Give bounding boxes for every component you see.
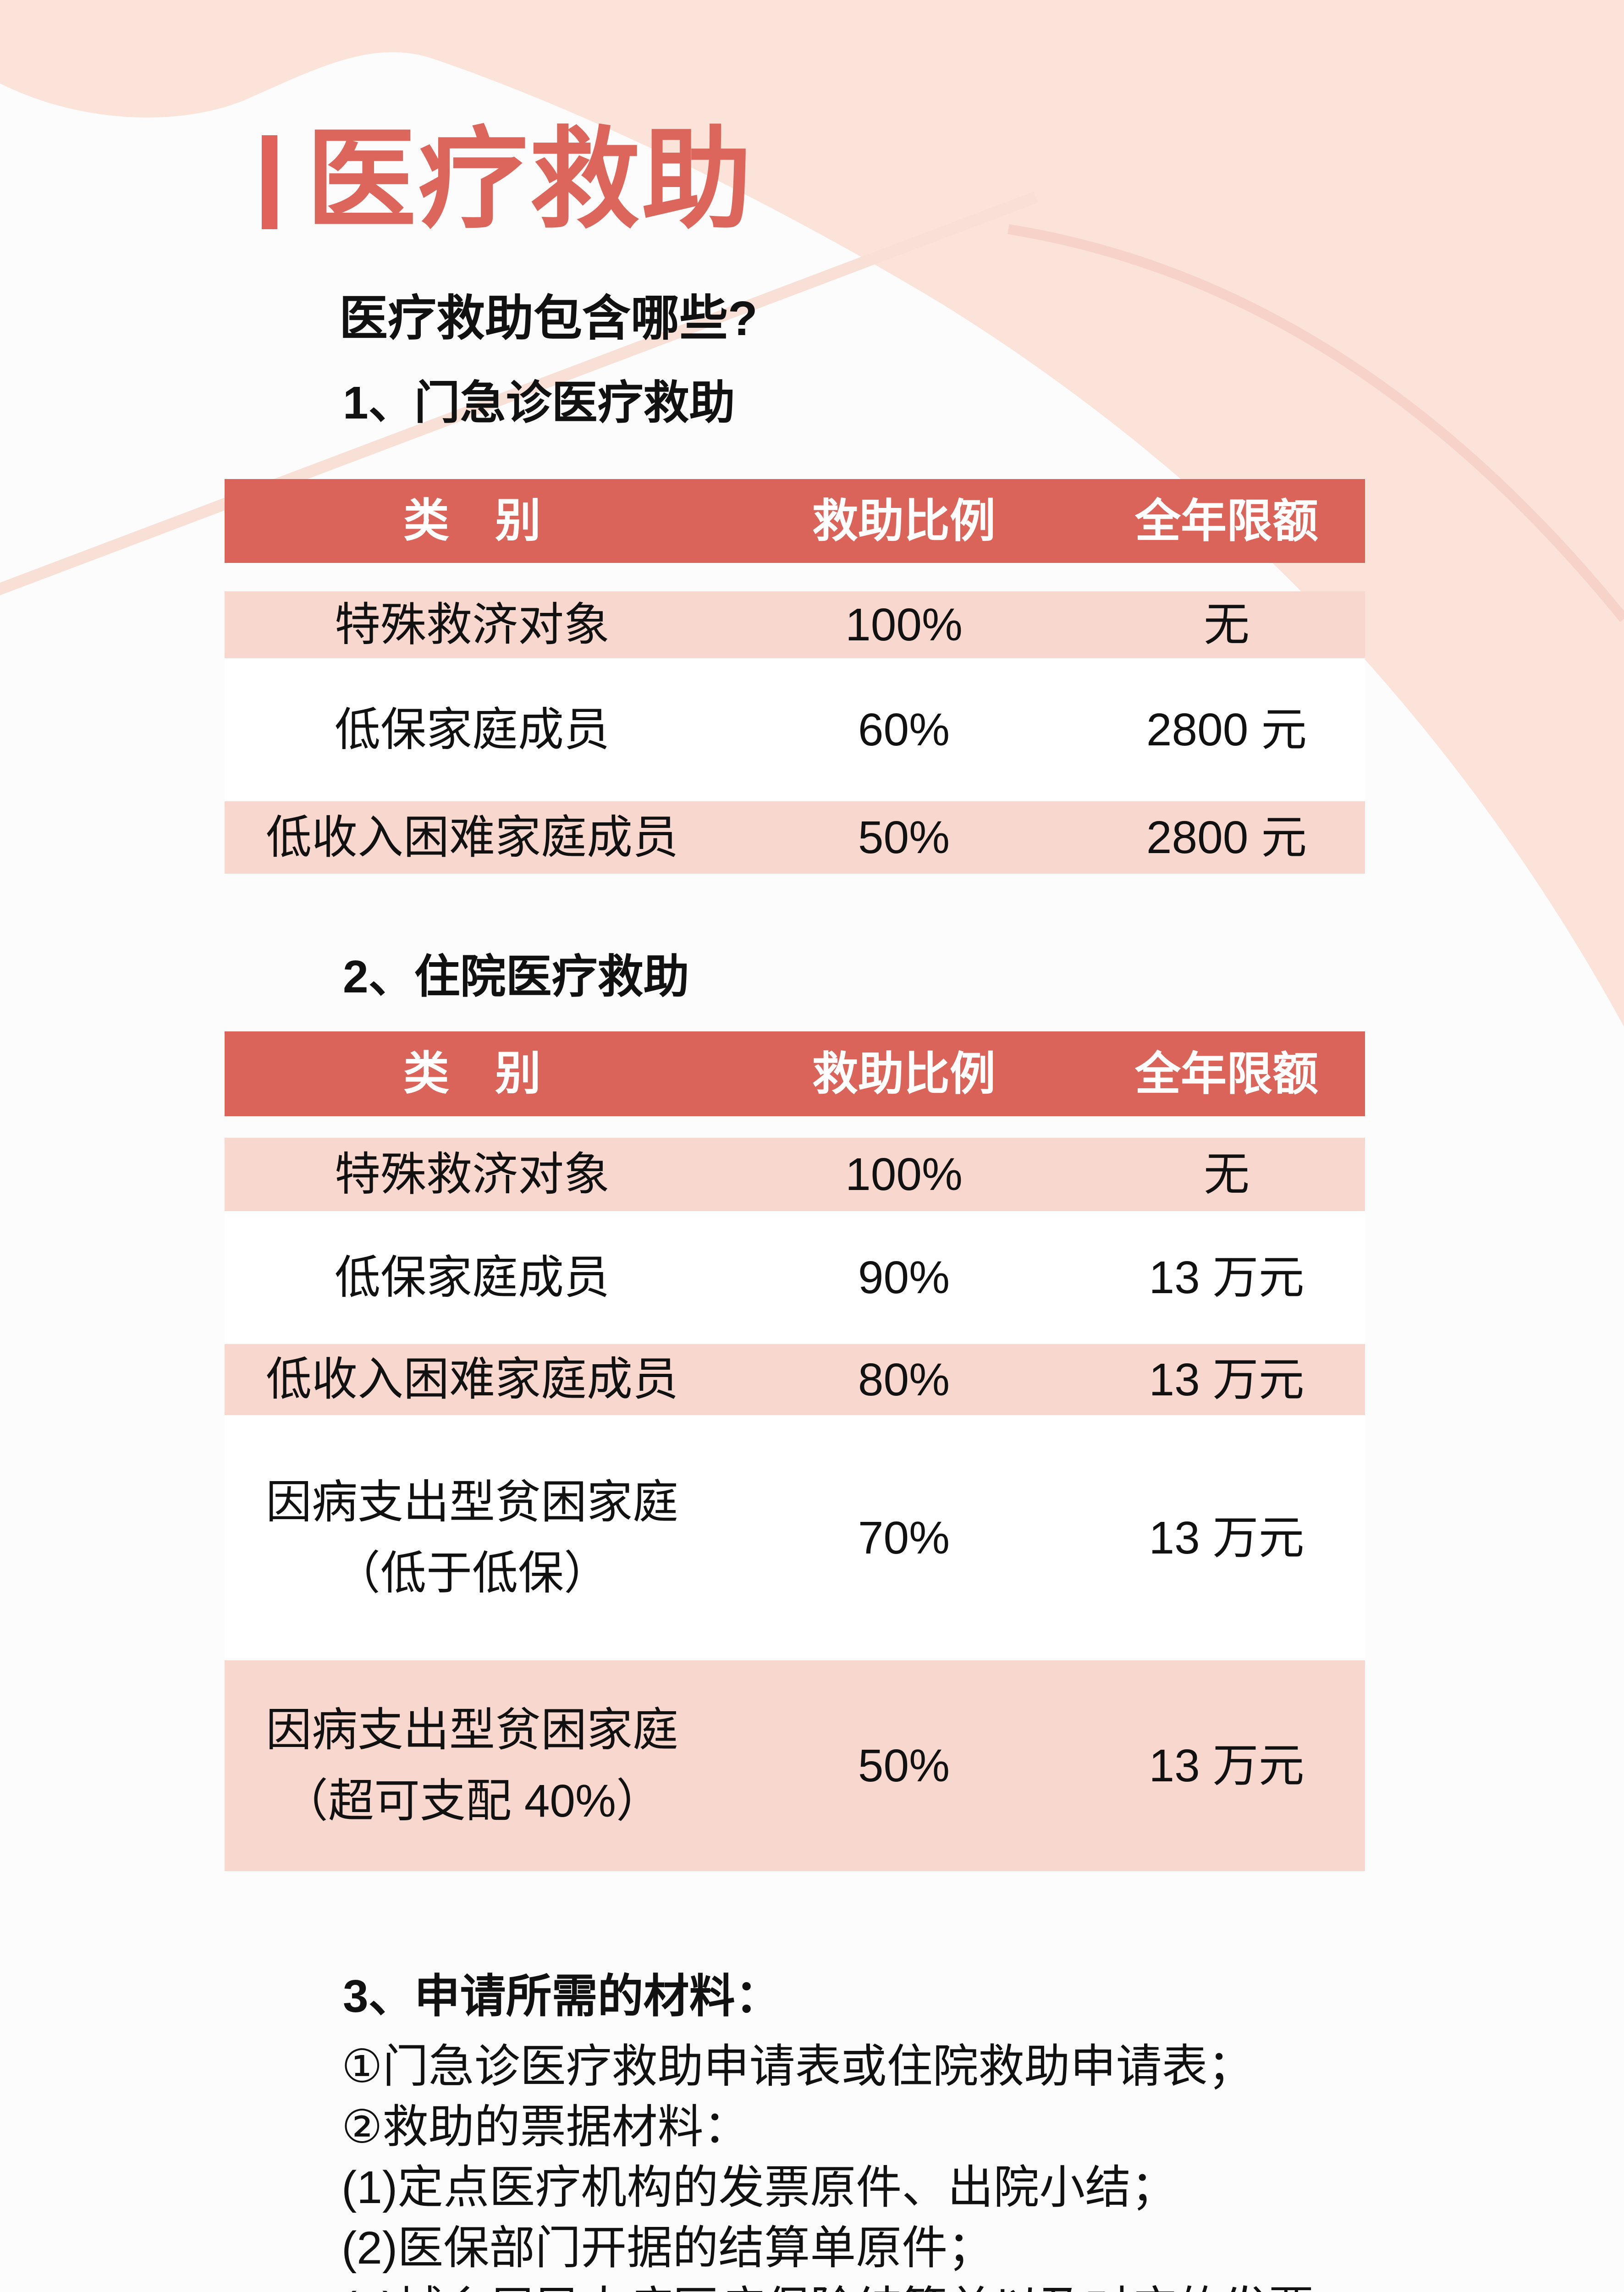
list-item: ②救助的票据材料： xyxy=(341,2101,749,2153)
cell-ratio: 60% xyxy=(858,704,950,755)
table-row: 因病支出型贫困家庭 （超可支配 40%） 50% 13 万元 xyxy=(225,1660,1365,1871)
cell-limit: 13 万元 xyxy=(1149,1252,1305,1303)
cell-limit: 2800 元 xyxy=(1146,704,1307,755)
column-header-limit: 全年限额 xyxy=(1135,1048,1318,1100)
cell-ratio: 70% xyxy=(858,1512,950,1564)
list-item: (3)城乡居民大病医疗保险结算单以及对应的发票； xyxy=(0,2278,1624,2292)
list-item: (2)医保部门开据的结算单原件； xyxy=(341,2222,994,2274)
cell-category-line1: 因病支出型贫困家庭 xyxy=(266,1476,678,1528)
cell-category: 低收入困难家庭成员 xyxy=(266,811,678,863)
cell-limit: 13 万元 xyxy=(1149,1354,1305,1405)
cell-category: 因病支出型贫困家庭 （超可支配 40%） xyxy=(225,1695,720,1837)
table-row: 特殊救济对象 100% 无 xyxy=(225,591,1365,658)
outpatient-assistance-table: 类 别 救助比例 全年限额 特殊救济对象 100% 无 低保家庭成员 60% 2… xyxy=(225,479,1365,874)
table-row: 低保家庭成员 60% 2800 元 xyxy=(225,658,1365,801)
section3-heading: 3、申请所需的材料： xyxy=(343,1971,781,2022)
materials-list: ①门急诊医疗救助申请表或住院救助申请表； ②救助的票据材料： (1)定点医疗机构… xyxy=(0,2036,1624,2292)
section2-heading: 2、住院医疗救助 xyxy=(343,951,689,1003)
bg-top-right-arc xyxy=(1007,224,1624,622)
cell-category: 低保家庭成员 xyxy=(335,704,610,755)
bg-top-pink-shape xyxy=(0,0,1624,1027)
cell-limit: 2800 元 xyxy=(1146,812,1307,863)
bg-upper-diagonal-stripe xyxy=(0,191,1038,595)
table-row: 低收入困难家庭成员 80% 13 万元 xyxy=(225,1344,1365,1415)
column-header-ratio: 救助比例 xyxy=(812,1048,996,1100)
cell-category: 低收入困难家庭成员 xyxy=(266,1354,678,1405)
table-header-row: 类 别 救助比例 全年限额 xyxy=(225,479,1365,563)
cell-category-line1: 因病支出型贫困家庭 xyxy=(266,1704,678,1756)
table-row: 特殊救济对象 100% 无 xyxy=(225,1138,1365,1211)
column-header-category: 类 别 xyxy=(403,1048,541,1099)
cell-category-line2: （低于低保） xyxy=(335,1547,610,1599)
table-row: 因病支出型贫困家庭 （低于低保） 70% 13 万元 xyxy=(225,1415,1365,1660)
cell-category-line2: （超可支配 40%） xyxy=(282,1775,662,1827)
cell-ratio: 80% xyxy=(858,1354,950,1405)
section1-heading: 1、门急诊医疗救助 xyxy=(343,377,735,429)
table-header-row: 类 别 救助比例 全年限额 xyxy=(225,1031,1365,1116)
cell-category: 低保家庭成员 xyxy=(335,1251,610,1303)
table-gap xyxy=(225,563,1365,591)
cell-ratio: 90% xyxy=(858,1252,950,1303)
column-header-ratio: 救助比例 xyxy=(812,495,996,547)
list-item: (1)定点医疗机构的发票原件、出院小结； xyxy=(341,2162,1177,2213)
cell-limit: 13 万元 xyxy=(1149,1512,1305,1564)
cell-limit: 13 万元 xyxy=(1149,1740,1305,1791)
inpatient-assistance-table: 类 别 救助比例 全年限额 特殊救济对象 100% 无 低保家庭成员 90% 1… xyxy=(225,1031,1365,1871)
cell-category: 因病支出型贫困家庭 （低于低保） xyxy=(225,1467,720,1609)
cell-limit: 无 xyxy=(1204,599,1250,650)
title-accent-bar xyxy=(262,135,277,229)
cell-ratio: 50% xyxy=(858,812,950,863)
cell-ratio: 100% xyxy=(845,1149,963,1200)
intro-question: 医疗救助包含哪些? xyxy=(339,292,758,346)
cell-category: 特殊救济对象 xyxy=(335,1148,610,1200)
cell-ratio: 100% xyxy=(845,599,963,650)
list-item: ①门急诊医疗救助申请表或住院救助申请表； xyxy=(341,2041,1254,2092)
cell-ratio: 50% xyxy=(858,1740,950,1791)
table-row: 低保家庭成员 90% 13 万元 xyxy=(225,1211,1365,1344)
column-header-category: 类 别 xyxy=(403,495,541,546)
table-gap xyxy=(225,1116,1365,1138)
cell-category: 特殊救济对象 xyxy=(335,599,610,650)
cell-limit: 无 xyxy=(1204,1149,1250,1200)
column-header-limit: 全年限额 xyxy=(1135,495,1318,547)
page-title: 医疗救助 xyxy=(306,118,754,241)
table-row: 低收入困难家庭成员 50% 2800 元 xyxy=(225,801,1365,874)
